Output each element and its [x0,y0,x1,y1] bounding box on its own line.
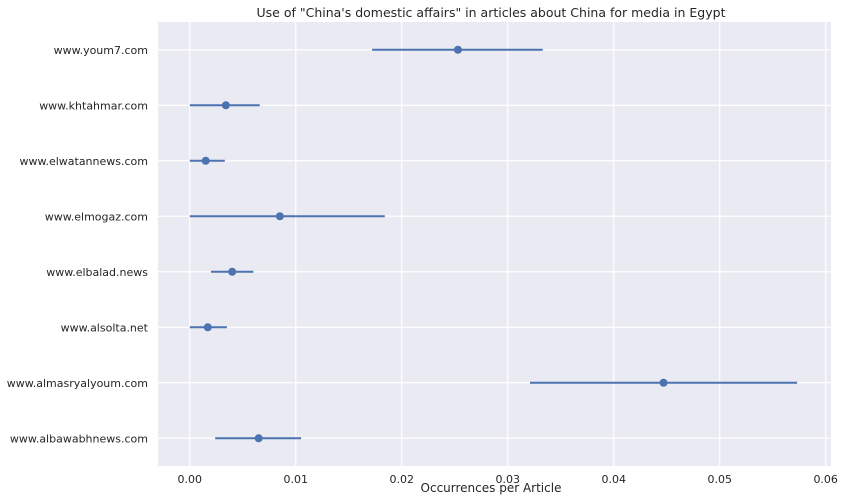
x-tick-label: 0.02 [390,473,415,486]
data-point [275,212,284,221]
plot-area [158,22,831,466]
y-tick-label: www.elbalad.news [46,266,148,279]
y-tick-label: www.elmogaz.com [45,210,148,223]
x-tick-label: 0.03 [495,473,520,486]
y-tick-label: www.albawabhnews.com [10,432,148,445]
data-point [659,378,668,387]
x-axis-label: Occurrences per Article [421,481,562,495]
data-point [201,156,210,165]
y-tick-label: www.youm7.com [54,44,148,57]
x-tick-label: 0.05 [707,473,732,486]
x-tick-label: 0.06 [813,473,838,486]
y-tick-label: www.almasryalyoum.com [7,377,148,390]
y-tick-label: www.elwatannews.com [19,155,148,168]
y-axis-ticks: www.youm7.com www.khtahmar.com www.elwatan… [7,44,149,446]
data-point [228,267,237,276]
data-point [221,101,230,110]
x-tick-label: 0.01 [284,473,309,486]
data-point [254,434,263,443]
x-axis-ticks: 0.00 0.01 0.02 0.03 0.04 0.05 0.06 [178,473,838,486]
x-tick-label: 0.00 [178,473,203,486]
data-point [453,45,462,54]
data-marks [189,45,798,443]
chart-title: Use of "China's domestic affairs" in art… [257,5,726,20]
x-tick-label: 0.04 [601,473,626,486]
data-point [203,323,212,332]
y-tick-label: www.khtahmar.com [39,99,148,112]
y-tick-label: www.alsolta.net [61,321,149,334]
